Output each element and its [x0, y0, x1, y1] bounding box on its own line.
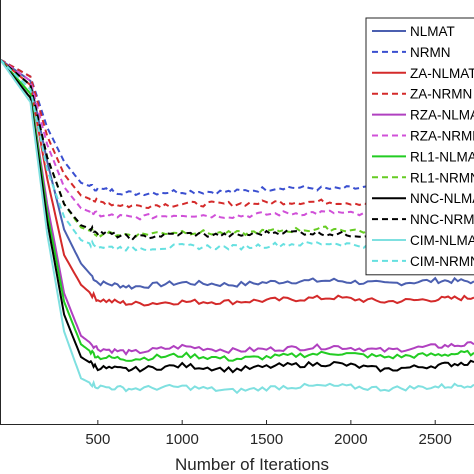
x-tick-label: 2500: [419, 431, 452, 448]
legend-label-3: ZA-NLMAT: [410, 66, 474, 81]
x-tick-label: 1500: [250, 431, 283, 448]
legend-label-7: RL1-NLMAT: [410, 149, 474, 164]
series-line-9: [0, 58, 474, 374]
legend-label-8: RL1-NRMN: [410, 170, 474, 185]
legend-label-11: CIM-NLMAT: [410, 233, 474, 248]
label-layer: Number of Iterations: [175, 455, 329, 474]
legend-label-4: ZA-NRMN: [410, 87, 472, 102]
legend-label-6: RZA-NRMN: [410, 129, 474, 144]
legend-box: [365, 17, 474, 276]
legend-label-10: NNC-NRMN: [410, 212, 474, 227]
legend-label-9: NNC-NLMAT: [410, 191, 474, 206]
legend-label-5: RZA-NLMAT: [410, 108, 474, 123]
legend-label-2: NRMN: [410, 45, 451, 60]
legend: NLMAT NRMN ZA-NLMAT ZA-NRMN RZA-NLMAT RZA-NRM…: [365, 17, 474, 276]
series-line-1: [0, 58, 474, 290]
legend-label-1: NLMAT: [410, 24, 455, 39]
series-line-3: [0, 58, 474, 307]
series-line-7: [0, 58, 474, 362]
x-tick-label: 1000: [165, 431, 198, 448]
x-tick-label: 500: [85, 431, 110, 448]
legend-label-12: CIM-NRMN: [410, 254, 474, 269]
series-line-6: [0, 58, 474, 221]
series-line-11: [0, 58, 474, 395]
axes-layer: 500 1000 1500 2000 2500: [0, 0, 474, 448]
x-tick-label: 2000: [334, 431, 367, 448]
x-axis-label: Number of Iterations: [175, 455, 329, 474]
series-line-5: [0, 58, 474, 356]
